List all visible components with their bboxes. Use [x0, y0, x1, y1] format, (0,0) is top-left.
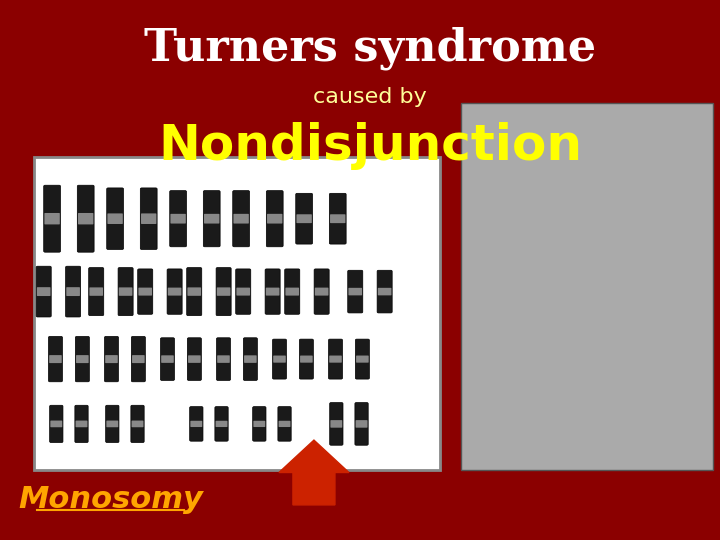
FancyBboxPatch shape [355, 403, 368, 445]
FancyBboxPatch shape [329, 355, 342, 363]
FancyBboxPatch shape [235, 269, 251, 314]
FancyBboxPatch shape [167, 269, 182, 314]
FancyBboxPatch shape [37, 287, 50, 296]
FancyBboxPatch shape [161, 355, 174, 363]
FancyBboxPatch shape [217, 355, 230, 363]
FancyBboxPatch shape [76, 355, 89, 363]
FancyBboxPatch shape [132, 421, 143, 427]
FancyBboxPatch shape [348, 288, 362, 295]
FancyBboxPatch shape [215, 407, 228, 441]
Text: Nondisjunction: Nondisjunction [158, 122, 582, 170]
FancyBboxPatch shape [296, 193, 312, 244]
FancyBboxPatch shape [329, 193, 346, 244]
Text: caused by: caused by [313, 87, 427, 107]
FancyBboxPatch shape [348, 270, 363, 313]
FancyBboxPatch shape [253, 421, 265, 427]
FancyBboxPatch shape [330, 403, 343, 445]
FancyBboxPatch shape [273, 355, 286, 363]
FancyBboxPatch shape [78, 213, 94, 225]
FancyBboxPatch shape [190, 421, 202, 427]
FancyBboxPatch shape [89, 287, 103, 296]
FancyBboxPatch shape [330, 420, 342, 428]
FancyBboxPatch shape [189, 407, 203, 441]
FancyBboxPatch shape [243, 338, 257, 380]
FancyBboxPatch shape [140, 188, 157, 249]
FancyBboxPatch shape [266, 191, 283, 247]
FancyBboxPatch shape [118, 267, 133, 315]
FancyBboxPatch shape [216, 267, 231, 315]
FancyBboxPatch shape [131, 405, 144, 443]
FancyBboxPatch shape [285, 288, 299, 295]
FancyBboxPatch shape [279, 421, 290, 427]
FancyBboxPatch shape [356, 339, 369, 379]
FancyBboxPatch shape [106, 405, 119, 443]
FancyBboxPatch shape [50, 421, 62, 427]
FancyBboxPatch shape [315, 288, 328, 295]
FancyBboxPatch shape [76, 336, 89, 382]
FancyBboxPatch shape [132, 355, 145, 363]
FancyBboxPatch shape [265, 269, 280, 314]
FancyBboxPatch shape [217, 338, 230, 380]
FancyBboxPatch shape [131, 336, 145, 382]
FancyBboxPatch shape [253, 407, 266, 441]
FancyBboxPatch shape [138, 269, 153, 314]
FancyBboxPatch shape [236, 288, 250, 295]
FancyBboxPatch shape [267, 214, 282, 224]
FancyBboxPatch shape [297, 214, 312, 223]
FancyBboxPatch shape [119, 287, 132, 296]
FancyBboxPatch shape [77, 185, 94, 252]
FancyBboxPatch shape [203, 191, 220, 247]
FancyBboxPatch shape [284, 269, 300, 314]
Text: Monosomy: Monosomy [19, 485, 203, 514]
FancyBboxPatch shape [300, 339, 313, 379]
Text: Turners syndrome: Turners syndrome [144, 27, 596, 70]
FancyBboxPatch shape [461, 103, 713, 470]
FancyBboxPatch shape [233, 191, 250, 247]
FancyBboxPatch shape [378, 288, 392, 295]
FancyBboxPatch shape [105, 355, 118, 363]
FancyBboxPatch shape [233, 214, 249, 224]
FancyBboxPatch shape [186, 267, 202, 315]
FancyBboxPatch shape [168, 288, 181, 295]
FancyBboxPatch shape [204, 214, 220, 224]
FancyBboxPatch shape [141, 213, 156, 224]
FancyBboxPatch shape [89, 267, 104, 315]
FancyBboxPatch shape [215, 421, 228, 427]
FancyBboxPatch shape [217, 287, 230, 296]
FancyBboxPatch shape [170, 191, 186, 247]
FancyBboxPatch shape [36, 266, 51, 317]
FancyBboxPatch shape [104, 336, 119, 382]
FancyBboxPatch shape [300, 355, 312, 363]
FancyBboxPatch shape [272, 339, 287, 379]
FancyBboxPatch shape [48, 336, 63, 382]
FancyBboxPatch shape [76, 421, 87, 427]
FancyBboxPatch shape [107, 188, 124, 249]
FancyBboxPatch shape [314, 269, 329, 314]
FancyBboxPatch shape [66, 287, 80, 296]
FancyBboxPatch shape [138, 288, 152, 295]
FancyBboxPatch shape [278, 407, 291, 441]
FancyBboxPatch shape [187, 338, 202, 380]
FancyBboxPatch shape [49, 355, 62, 363]
FancyBboxPatch shape [188, 355, 201, 363]
FancyBboxPatch shape [34, 157, 440, 470]
FancyBboxPatch shape [244, 355, 256, 363]
FancyBboxPatch shape [66, 266, 81, 317]
FancyBboxPatch shape [328, 339, 343, 379]
FancyBboxPatch shape [330, 214, 346, 223]
FancyBboxPatch shape [45, 213, 60, 225]
FancyBboxPatch shape [356, 420, 367, 428]
FancyBboxPatch shape [356, 355, 369, 363]
FancyBboxPatch shape [50, 405, 63, 443]
FancyBboxPatch shape [187, 287, 201, 296]
FancyBboxPatch shape [107, 421, 118, 427]
FancyArrow shape [279, 440, 349, 505]
FancyBboxPatch shape [75, 405, 88, 443]
FancyBboxPatch shape [44, 185, 60, 252]
FancyBboxPatch shape [266, 288, 279, 295]
FancyBboxPatch shape [107, 213, 123, 224]
FancyBboxPatch shape [377, 270, 392, 313]
FancyBboxPatch shape [161, 338, 174, 380]
FancyBboxPatch shape [171, 214, 186, 224]
